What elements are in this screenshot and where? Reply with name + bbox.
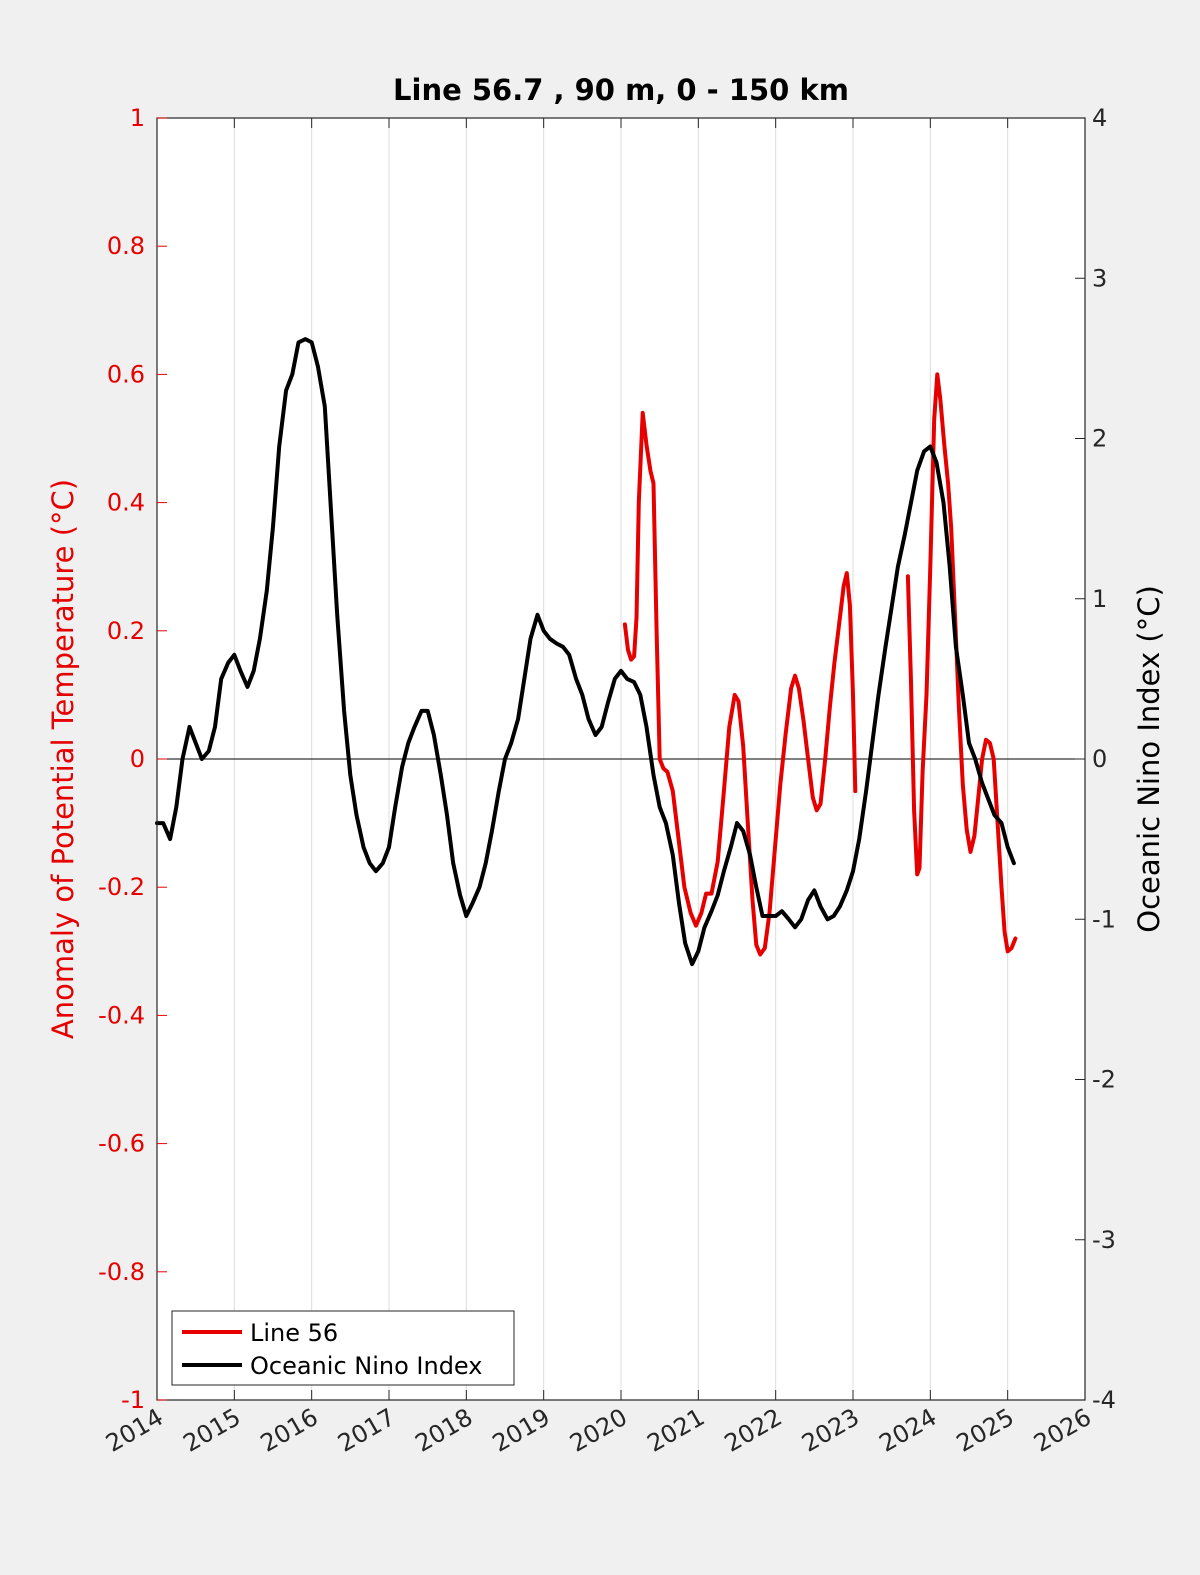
y-left-tick-label: -0.2: [98, 873, 145, 901]
y-left-tick-label: -0.4: [98, 1001, 145, 1029]
y-right-tick-label: 3: [1092, 264, 1107, 292]
legend-label-oni: Oceanic Nino Index: [250, 1352, 482, 1380]
y-right-tick-label: 2: [1092, 425, 1107, 453]
y-left-tick-label: 0: [130, 745, 145, 773]
y-right-tick-label: -2: [1092, 1066, 1116, 1094]
y-right-tick-label: 1: [1092, 585, 1107, 613]
y-left-tick-label: 0.2: [107, 617, 145, 645]
y-right-tick-label: -1: [1092, 905, 1116, 933]
y-axis-left-label: Anomaly of Potential Temperature (°C): [46, 479, 80, 1039]
legend-box: [171, 1310, 515, 1386]
y-right-tick-label: -4: [1092, 1386, 1116, 1414]
legend-label-line56: Line 56: [250, 1319, 338, 1347]
series-layer: [155, 337, 1018, 967]
y-left-tick-label: -0.8: [98, 1258, 145, 1286]
y-left-tick-label: -0.6: [98, 1130, 145, 1158]
series-line56-line: [905, 372, 1018, 954]
series-oni-line: [155, 337, 1016, 967]
y-left-tick-label: -1: [121, 1386, 145, 1414]
y-axis-right-label: Oceanic Nino Index (°C): [1132, 585, 1166, 933]
y-left-tick-label: 0.8: [107, 232, 145, 260]
y-right-tick-label: -3: [1092, 1226, 1116, 1254]
y-left-tick-label: 1: [130, 104, 145, 132]
legend: Line 56 Oceanic Nino Index: [171, 1310, 515, 1386]
y-right-tick-label: 0: [1092, 745, 1107, 773]
y-left-tick-label: 0.6: [107, 360, 145, 388]
y-left-tick-label: 0.4: [107, 489, 145, 517]
y-right-tick-label: 4: [1092, 104, 1107, 132]
chart-title: Line 56.7 , 90 m, 0 - 150 km: [393, 73, 849, 107]
series-line56-line: [622, 410, 858, 957]
